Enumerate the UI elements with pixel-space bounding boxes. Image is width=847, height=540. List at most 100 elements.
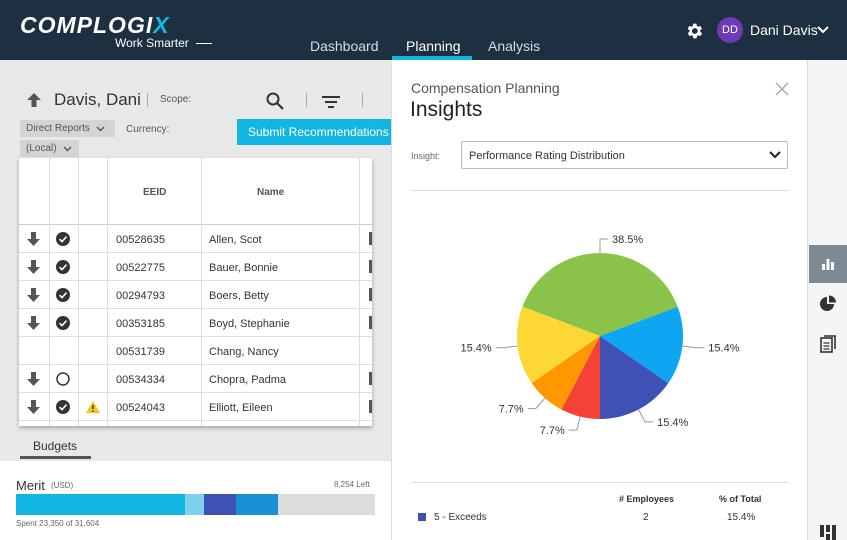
arrow-down-icon[interactable]: [27, 260, 40, 274]
insight-select[interactable]: Performance Rating Distribution: [461, 141, 788, 169]
pie-data-label: 15.4%: [708, 343, 739, 355]
chevron-down-icon[interactable]: [817, 25, 829, 35]
pie-data-label: 7.7%: [499, 404, 524, 416]
nav-tab-dashboard[interactable]: Dashboard: [310, 38, 379, 54]
eeid-cell: 00522775: [116, 262, 165, 274]
logo-text: COMPLOGI: [20, 12, 154, 38]
pie-leader-line: [599, 238, 608, 253]
eeid-cell: 00534334: [116, 374, 165, 386]
panel-subtitle: Compensation Planning: [411, 80, 560, 96]
arrow-down-icon[interactable]: [27, 400, 40, 414]
table-row[interactable]: 00534334 Chopra, Padma: [19, 365, 372, 393]
submit-recommendations-button[interactable]: Submit Recommendations: [237, 119, 391, 145]
merit-unit: (USD): [51, 481, 74, 490]
performance-pie-chart: 15.4% 15.4% 38.5% 15.4% 7.7% 7.7%: [461, 234, 740, 437]
pie-data-label: 38.5%: [612, 234, 643, 246]
divider: [147, 93, 148, 107]
search-icon[interactable]: [266, 92, 284, 110]
table-row[interactable]: 00528635 Allen, Scot: [19, 225, 372, 253]
divider: [362, 93, 363, 107]
scope-value: Direct Reports: [26, 123, 90, 134]
cell-edge: [369, 288, 372, 301]
column-header-eeid[interactable]: EEID: [143, 187, 167, 198]
column-header-percent: % of Total: [719, 494, 762, 504]
pie-data-label: 7.7%: [540, 425, 565, 437]
legend-name: 5 - Exceeds: [434, 512, 487, 521]
table-row[interactable]: 00353185 Boyd, Stephanie: [19, 309, 372, 337]
pie-slice[interactable]: [600, 336, 669, 419]
divider: [306, 93, 307, 107]
currency-value: (Local): [26, 143, 57, 154]
avatar[interactable]: DD: [717, 17, 743, 43]
arrow-down-icon[interactable]: [27, 288, 40, 302]
cell-edge: [369, 400, 372, 413]
pie-data-label: 15.4%: [461, 343, 492, 355]
name-cell: Boyd, Stephanie: [209, 318, 290, 330]
user-name[interactable]: Dani Davis: [750, 22, 818, 38]
chevron-down-icon: [96, 126, 105, 131]
close-icon[interactable]: [775, 82, 789, 96]
rail-document-button[interactable]: [809, 325, 847, 363]
arrow-up-icon[interactable]: [26, 92, 42, 108]
column-header-name[interactable]: Name: [257, 187, 285, 198]
tab-active-indicator: [20, 456, 91, 459]
pie-leader-line: [527, 397, 546, 410]
column-divider: [201, 158, 202, 426]
check-circle-icon[interactable]: [56, 232, 70, 246]
merit-segment: [204, 494, 237, 515]
table-row[interactable]: 00294793 Boers, Betty: [19, 281, 372, 309]
warning-icon: [86, 401, 100, 413]
eeid-cell: 00524043: [116, 402, 165, 414]
arrow-down-icon[interactable]: [27, 232, 40, 246]
pie-slice[interactable]: [531, 336, 600, 410]
tagline-rule: [196, 43, 212, 44]
merit-progress-bar: [16, 494, 375, 515]
tagline: Work Smarter: [115, 36, 189, 50]
check-circle-icon[interactable]: [56, 288, 70, 302]
check-circle-icon[interactable]: [56, 260, 70, 274]
pie-slice[interactable]: [561, 336, 600, 419]
merit-segment: [236, 494, 279, 515]
grid-header: EEID Name: [19, 158, 372, 225]
eeid-cell: 00294793: [116, 290, 165, 302]
rail-bar-chart-button[interactable]: [809, 245, 847, 283]
pie-slice[interactable]: [522, 252, 678, 336]
currency-dropdown[interactable]: (Local): [20, 140, 79, 157]
arrow-down-icon[interactable]: [27, 372, 40, 386]
scope-label: Scope:: [160, 94, 192, 105]
pie-slice[interactable]: [517, 306, 600, 384]
pie-chart-icon: [820, 295, 836, 311]
chevron-down-icon: [63, 146, 72, 151]
merit-remaining: 8,254 Left: [334, 480, 370, 489]
logo-x: X: [153, 12, 170, 38]
column-divider: [107, 158, 108, 426]
gear-icon[interactable]: [684, 21, 704, 41]
rail-pie-chart-button[interactable]: [809, 285, 847, 323]
divider: [411, 482, 789, 483]
nav-tab-planning[interactable]: Planning: [406, 38, 461, 54]
filter-icon[interactable]: [322, 96, 340, 108]
rail-grid-button[interactable]: [809, 514, 847, 540]
merit-spent: Spent 23,350 of 31,604: [16, 519, 100, 528]
tab-budgets[interactable]: Budgets: [33, 439, 78, 453]
check-circle-icon[interactable]: [56, 400, 70, 414]
table-row[interactable]: 00531739 Chang, Nancy: [19, 337, 372, 365]
cell-edge: [369, 372, 372, 385]
circle-outline-icon[interactable]: [56, 372, 70, 386]
name-cell: Bauer, Bonnie: [209, 262, 279, 274]
pie-slice[interactable]: [600, 306, 683, 384]
app-logo[interactable]: COMPLOGIX: [20, 12, 170, 39]
nav-tab-analysis[interactable]: Analysis: [488, 38, 541, 54]
chevron-down-icon[interactable]: [769, 151, 781, 159]
arrow-down-icon[interactable]: [27, 316, 40, 330]
legend-count: 2: [643, 512, 649, 521]
eeid-cell: 00528635: [116, 234, 165, 246]
table-row[interactable]: 00524043 Elliott, Eileen: [19, 393, 372, 421]
table-row[interactable]: 00522775 Bauer, Bonnie: [19, 253, 372, 281]
merit-label: Merit: [16, 478, 45, 493]
check-circle-icon[interactable]: [56, 316, 70, 330]
cell-edge: [369, 316, 372, 329]
scope-dropdown[interactable]: Direct Reports: [20, 120, 115, 137]
column-header-employees: # Employees: [619, 494, 675, 504]
legend-row: 5 - Exceeds 2 15.4%: [411, 511, 789, 521]
